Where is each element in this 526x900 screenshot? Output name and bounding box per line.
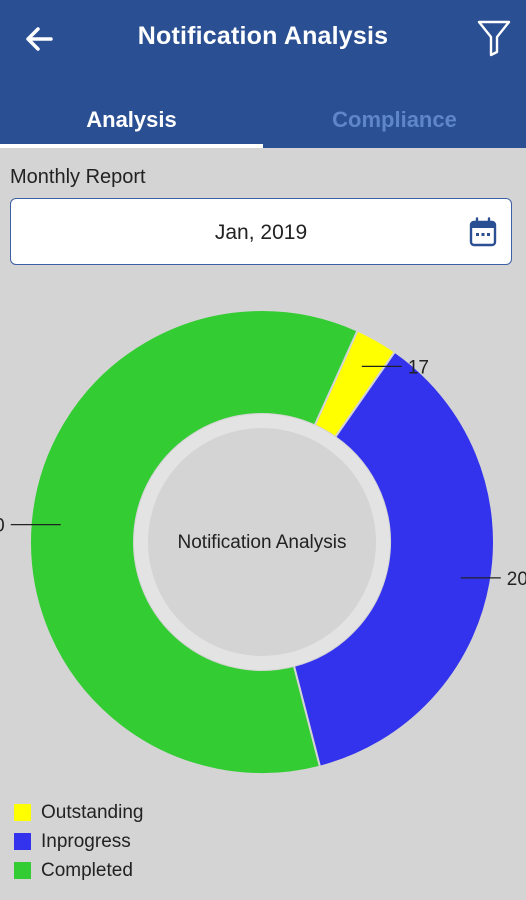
filter-button[interactable] [474, 16, 514, 60]
slice-completed [29, 309, 359, 775]
app-bar: Notification Analysis Analysis Complianc… [0, 0, 526, 148]
active-tab-indicator [0, 144, 263, 148]
back-button[interactable] [18, 18, 60, 60]
chart-center-label: Notification Analysis [178, 532, 347, 553]
legend-swatch-inprogress [14, 833, 31, 850]
slice-inprogress [292, 350, 495, 768]
legend-item-outstanding: Outstanding [14, 798, 143, 827]
tab-bar: Analysis Compliance [0, 92, 526, 148]
filter-icon [477, 20, 511, 57]
data-label-inprogress: 209 [507, 569, 526, 590]
calendar-icon[interactable] [469, 217, 497, 247]
legend-label-inprogress: Inprogress [41, 830, 131, 852]
legend-label-outstanding: Outstanding [41, 801, 144, 823]
selected-month: Jan, 2019 [214, 221, 308, 244]
arrow-left-icon [26, 27, 53, 51]
month-picker-field[interactable]: Jan, 2019 [10, 198, 512, 265]
legend-item-inprogress: Inprogress [14, 827, 143, 856]
legend-swatch-outstanding [14, 804, 31, 821]
donut-chart: Notification Analysis 17 209 350 [0, 309, 526, 775]
tab-compliance[interactable]: Compliance [332, 107, 457, 132]
monthly-report-label: Monthly Report [10, 166, 146, 188]
legend-item-completed: Completed [14, 856, 143, 885]
chart-legend: Outstanding Inprogress Completed [14, 798, 143, 885]
data-label-completed: 350 [0, 516, 5, 537]
data-label-outstanding: 17 [408, 357, 429, 378]
legend-label-completed: Completed [41, 859, 133, 881]
legend-swatch-completed [14, 862, 31, 879]
tab-analysis[interactable]: Analysis [86, 107, 177, 132]
donut-hole [148, 428, 376, 656]
page-title: Notification Analysis [137, 22, 389, 50]
